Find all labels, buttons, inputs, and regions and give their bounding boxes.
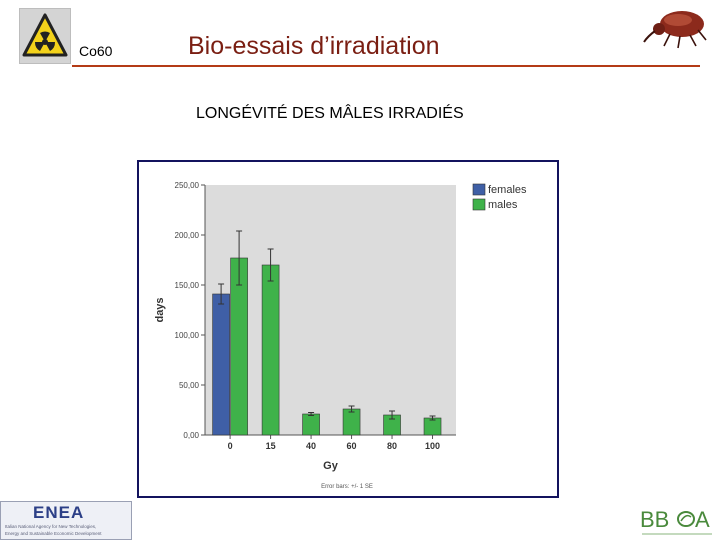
- males-bar: [342, 408, 361, 436]
- svg-text:BB: BB: [640, 507, 669, 532]
- bboa-logo: BB A: [640, 507, 712, 535]
- y-tick-label: 100,00: [175, 331, 200, 340]
- x-tick-label: 0: [228, 441, 233, 451]
- x-tick-label: 100: [425, 441, 440, 451]
- legend-swatch-females: [472, 183, 486, 196]
- page-title: Bio-essais d’irradiation: [188, 32, 440, 60]
- y-axis-title: days: [154, 297, 166, 322]
- radiation-warning-icon: [19, 8, 71, 64]
- weevil-beetle-icon: [643, 11, 707, 49]
- males-bar: [302, 413, 320, 436]
- males-bar: [261, 264, 280, 436]
- enea-logo-line: Energy and Sustainable Economic Developm…: [5, 531, 102, 536]
- legend-swatch-males: [472, 198, 486, 211]
- enea-logo-line: Italian National Agency for New Technolo…: [5, 524, 97, 529]
- x-tick-label: 80: [387, 441, 397, 451]
- x-axis-title: Gy: [323, 460, 339, 472]
- y-tick-label: 150,00: [175, 281, 200, 290]
- x-tick-label: 40: [306, 441, 316, 451]
- y-tick-label: 0,00: [183, 431, 199, 440]
- enea-logo-text: ENEA: [33, 503, 85, 522]
- y-tick-label: 200,00: [175, 231, 200, 240]
- y-tick-label: 50,00: [179, 381, 200, 390]
- legend-label-females: females: [488, 184, 527, 196]
- chart-subtitle: LONGÉVITÉ DES MÂLES IRRADIÉS: [196, 105, 464, 122]
- chart-footnote: Error bars: +/- 1 SE: [321, 484, 373, 490]
- chart-frame: 250,00 200,00 150,00 100,00 50,00 0,00 0 15 40 60…: [137, 160, 559, 498]
- males-bar: [423, 417, 442, 436]
- y-tick-label: 250,00: [175, 181, 200, 190]
- x-tick-label: 60: [347, 441, 357, 451]
- legend-label-males: males: [488, 199, 518, 211]
- x-tick-label: 15: [266, 441, 276, 451]
- isotope-label: Co60: [79, 43, 113, 59]
- bar-chart: 250,00 200,00 150,00 100,00 50,00 0,00 0 15 40 60…: [154, 181, 527, 490]
- females-bar: [212, 293, 230, 436]
- title-divider: [72, 65, 700, 67]
- enea-logo: ENEA Italian National Agency for New Tec…: [0, 501, 132, 540]
- svg-text:A: A: [695, 507, 710, 532]
